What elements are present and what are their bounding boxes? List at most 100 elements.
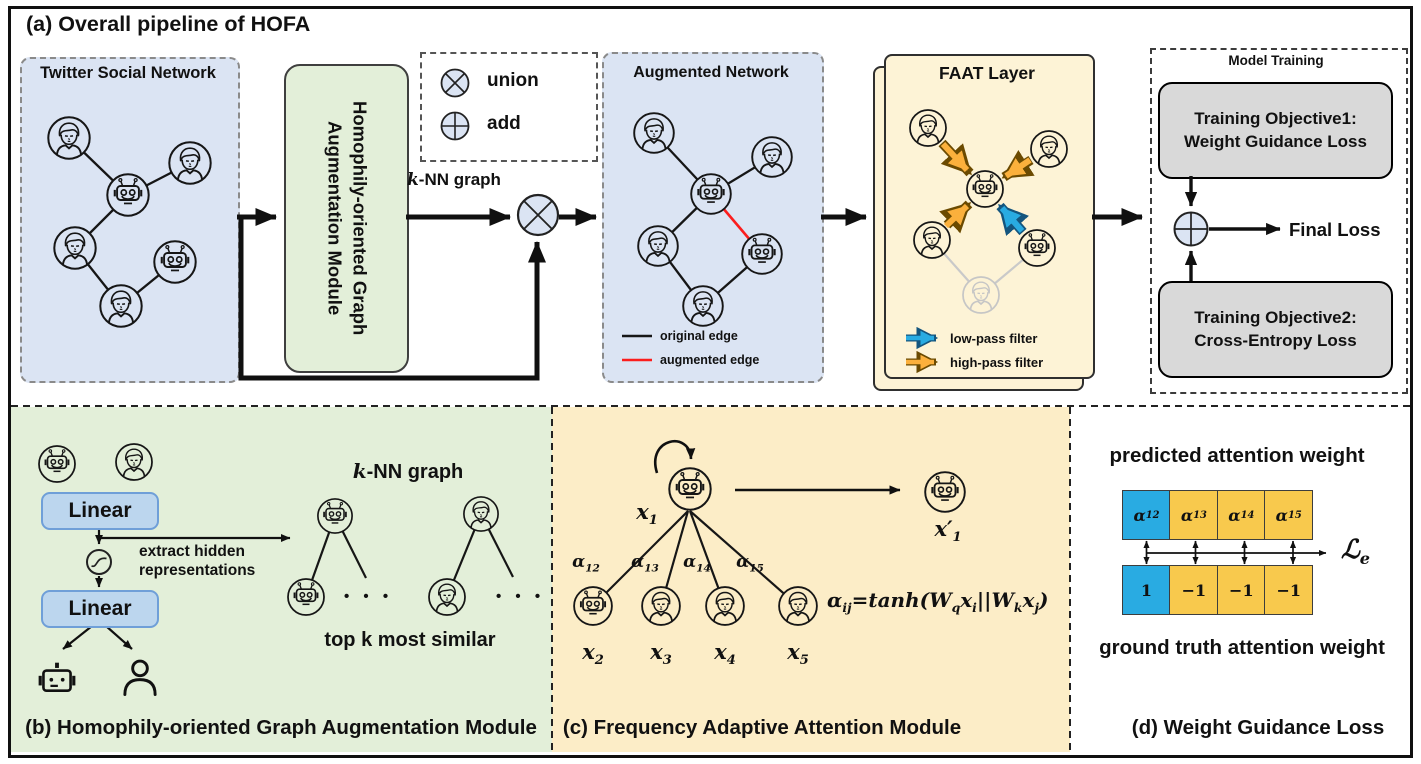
person-node-x5 [777,585,819,627]
faded-person-node [961,275,1001,315]
person-node [167,140,213,186]
panel-d-title: (d) Weight Guidance Loss [1131,716,1385,739]
linear-layer-1: Linear [41,492,159,530]
objective1-line1: Training Objective1: [1194,109,1357,129]
robot-head-icon [36,657,78,699]
operator-legend-box [420,52,598,162]
formula-wk-sub: k [1013,600,1023,615]
figure-border [8,6,1413,758]
alpha13-label: α13 [631,552,659,574]
formula-xj: x [1022,588,1035,612]
panel-c-title: (c) Frequency Adaptive Attention Module [562,716,962,739]
original-edge-label: original edge [660,329,738,343]
alpha-sub: 12 [585,562,600,575]
legend-add-label: add [487,113,521,134]
formula-concat: || [976,588,992,612]
augmentation-module-label: Homophily-oriented Graph Augmentation Mo… [322,101,372,335]
module-label-line2: Augmentation Module [324,121,346,316]
alpha-base: α [736,552,750,572]
module-label-line1: Homophily-oriented Graph [349,101,371,336]
bot-node [965,169,1005,209]
cell-sub: 12 [1145,509,1160,521]
ground-truth-row: 1 −1 −1 −1 [1122,565,1314,615]
twitter-network-box [20,57,240,383]
panel-b-title: (b) Homophily-oriented Graph Augmentatio… [25,716,537,739]
formula-xi: x [960,588,973,612]
knn-rest: -NN graph [418,170,501,189]
cell-alpha: α [1133,505,1146,525]
low-pass-label: low-pass filter [950,331,1038,346]
augmented-edge-label: augmented edge [660,353,760,367]
augmented-box-title: Augmented Network [633,64,789,81]
formula-wq-sub: q [951,600,961,615]
person-node [632,111,676,155]
person-node-x4 [704,585,746,627]
x-sub: 5 [799,653,809,669]
alpha-base: α [572,552,586,572]
alpha-base: α [683,552,697,572]
alpha14-label: α14 [683,552,711,574]
linear-layer-2: Linear [41,590,159,628]
cell-sub: 14 [1240,509,1255,521]
alpha-sub: 13 [644,562,659,575]
x1-base: x [636,499,649,524]
person-node [908,108,948,148]
bot-node [689,172,733,216]
alpha-sub: 15 [749,562,764,575]
person-node [462,495,500,533]
training-objective1-box: Training Objective1: Weight Guidance Los… [1158,82,1393,179]
person-node [427,577,467,617]
person-node [114,442,154,482]
faat-box-title: FAAT Layer [939,63,1035,83]
edge-loss-label: ℒe [1341,535,1370,568]
x-base: x [714,639,727,664]
knn-k-italic: k [407,170,419,190]
x-sub: 4 [726,653,736,669]
x1p-base: x′ [934,516,953,541]
x1-label: x1 [636,499,658,528]
x1p-sub: 1 [952,530,962,546]
pred-cell: α 13 [1169,490,1219,540]
bot-node-x1 [667,466,713,512]
bot-node-x2 [572,585,614,627]
bot-node [740,232,784,276]
ellipsis-dots: • • • [496,588,546,605]
formula-wq: W [929,588,952,612]
x5-label: x5 [787,639,809,668]
top-k-label: top k most similar [324,629,496,651]
x1-prime-label: x′1 [934,516,961,545]
panel-b-background [11,407,552,752]
x-base: x [787,639,800,664]
augmentation-module-box: Homophily-oriented Graph Augmentation Mo… [284,64,409,373]
objective2-line1: Training Objective2: [1194,308,1357,328]
formula-alpha: α [827,588,843,612]
x-base: x [650,639,663,664]
predicted-weight-label: predicted attention weight [1109,444,1365,467]
x1-sub: 1 [648,513,658,529]
x2-label: x2 [582,639,604,668]
extract-line1: extract hidden [139,543,245,560]
model-training-title: Model Training [1228,53,1324,68]
bot-node [1017,228,1057,268]
gt-cell: −1 [1169,565,1219,615]
person-node [681,284,725,328]
person-node [750,135,794,179]
alpha12-label: α12 [572,552,600,574]
bot-node-x1-prime [923,470,967,514]
person-node [46,115,92,161]
cell-alpha: α [1275,505,1288,525]
knn-rest: -NN graph [366,461,464,483]
x-base: x [582,639,595,664]
formula-wk: W [991,588,1014,612]
bot-node [105,172,151,218]
bot-node [152,239,198,285]
extract-line2: representations [139,562,256,580]
loss-base: ℒ [1341,535,1360,565]
ellipsis-dots: • • • [344,588,394,605]
person-silhouette-icon [118,656,162,700]
formula-end: ) [1038,588,1049,612]
person-node [636,224,680,268]
extract-hidden-label: extract hidden representations [139,542,255,581]
pred-cell: α 14 [1216,490,1266,540]
